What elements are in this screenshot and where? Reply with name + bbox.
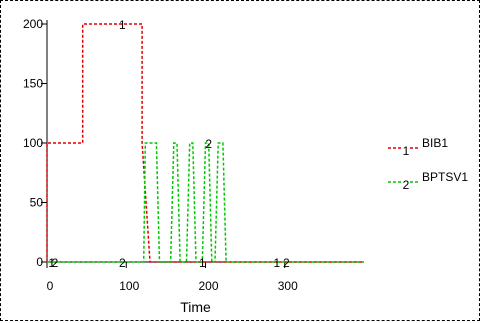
x-tick-label: 200 — [198, 279, 218, 293]
curve-marker: 2 — [52, 256, 59, 270]
x-tick-label: 300 — [278, 279, 298, 293]
y-tick-label: 0 — [36, 255, 43, 269]
y-tick-label: 150 — [23, 77, 43, 91]
y-tick-label: 100 — [23, 136, 43, 150]
axes: 0 50 100 150 200 0 100 200 300 — [23, 17, 364, 293]
y-tick-label: 200 — [23, 17, 43, 31]
x-tick-label: 0 — [47, 279, 54, 293]
x-axis-title: Time — [180, 299, 211, 315]
curve-marker: 1 — [119, 18, 126, 32]
curve-marker: 2 — [283, 256, 290, 270]
curve-marker: 1 — [273, 256, 280, 270]
legend: 1 BIB1 2 BPTSV1 — [388, 136, 468, 192]
legend-marker: 1 — [403, 144, 410, 158]
curve-marker: 1 — [48, 256, 55, 270]
series-layer — [46, 23, 364, 263]
curve-marker: 2 — [119, 256, 126, 270]
series-line-bib1 — [46, 23, 364, 263]
x-tick-label: 100 — [119, 279, 139, 293]
legend-label: BPTSV1 — [422, 170, 468, 184]
legend-marker: 2 — [403, 178, 410, 192]
legend-label: BIB1 — [422, 136, 448, 150]
curve-marker: 1 — [199, 256, 206, 270]
series-line-bptsv1 — [47, 142, 364, 263]
curve-marker: 2 — [205, 137, 212, 151]
y-tick-label: 50 — [30, 196, 44, 210]
